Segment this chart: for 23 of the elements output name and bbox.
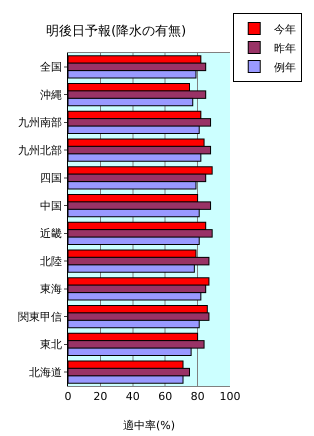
y-tick-label: 中国 <box>40 199 62 212</box>
y-tick-label: 沖縄 <box>40 88 62 102</box>
y-tick-label: 北陸 <box>40 254 62 268</box>
legend-label: 昨年 <box>274 42 296 55</box>
y-tick-label: 東北 <box>40 338 62 352</box>
x-tick-label: 40 <box>126 390 140 404</box>
y-tick-label: 関東甲信 <box>18 310 62 324</box>
x-tick-label: 20 <box>93 390 108 404</box>
x-axis-title: 適中率(%) <box>122 419 176 432</box>
y-tick-label: 近畿 <box>40 227 62 240</box>
y-tick-label: 東海 <box>40 282 62 296</box>
y-tick-label: 四国 <box>40 172 62 185</box>
chart-title: 明後日予報(降水の有無) <box>46 24 186 40</box>
x-tick-label: 0 <box>64 390 72 404</box>
y-tick-label: 九州南部 <box>18 116 62 130</box>
y-tick-label: 全国 <box>40 60 62 74</box>
y-tick-label: 九州北部 <box>18 144 62 157</box>
legend-label: 今年 <box>274 22 296 36</box>
legend-label: 例年 <box>274 60 296 74</box>
x-tick-label: 80 <box>190 390 205 404</box>
x-tick-label: 60 <box>158 390 172 404</box>
y-tick-label: 北海道 <box>28 366 62 379</box>
x-tick-label: 100 <box>220 390 240 404</box>
